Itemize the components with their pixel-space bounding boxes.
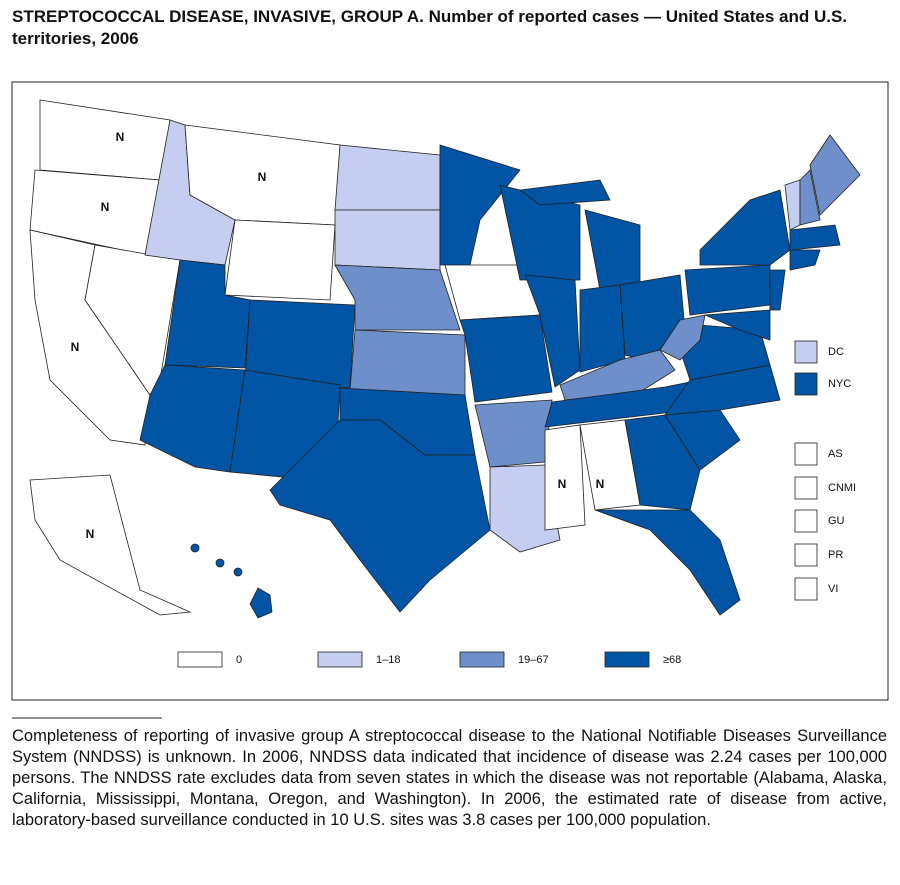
state — [784, 179, 801, 231]
territory-box — [794, 340, 818, 364]
legend-label: 19–67 — [518, 654, 549, 666]
not-reportable-labels: N N N N N N N — [71, 130, 605, 541]
legend-swatch — [459, 651, 505, 668]
n-label: N — [116, 130, 125, 144]
states — [29, 99, 861, 619]
state — [334, 144, 441, 211]
map-frame — [11, 81, 889, 701]
title: STREPTOCOCCAL DISEASE, INVASIVE, GROUP A… — [12, 7, 848, 48]
state — [489, 464, 561, 553]
territory-label: AS — [828, 448, 843, 460]
n-label: N — [71, 340, 80, 354]
state — [799, 169, 821, 226]
state — [518, 179, 611, 206]
n-label: N — [101, 200, 110, 214]
legend-swatch — [317, 651, 363, 668]
state — [579, 284, 626, 373]
n-label: N — [596, 477, 605, 491]
legend-label: ≥68 — [663, 654, 681, 666]
legend-swatch — [177, 651, 223, 668]
state — [269, 419, 491, 613]
territory-label: DC — [828, 346, 844, 358]
territory-label: CNMI — [828, 482, 856, 494]
state — [659, 314, 706, 361]
territory-label: VI — [828, 583, 838, 595]
state — [684, 264, 771, 316]
state — [29, 474, 192, 616]
state — [39, 99, 171, 181]
state — [459, 314, 553, 403]
state — [594, 509, 741, 616]
territory-legend: DC NYC AS CNMI GU PR VI — [794, 340, 856, 601]
state — [789, 249, 821, 271]
state — [334, 209, 441, 271]
state — [233, 567, 243, 577]
state — [544, 424, 586, 531]
state — [439, 144, 521, 266]
legend: 0 1–18 19–67 ≥68 — [177, 651, 681, 668]
state — [769, 269, 786, 311]
territory-box — [794, 577, 818, 601]
state — [334, 264, 461, 331]
map: N N N N N N N DC NYC AS CNMI GU PR VI 0 1–18 19–67 ≥68 — [11, 81, 889, 719]
n-label: N — [558, 477, 567, 491]
state — [249, 587, 273, 619]
legend-swatch — [604, 651, 650, 668]
legend-label: 0 — [236, 654, 242, 666]
state — [809, 134, 861, 216]
state — [524, 274, 581, 388]
territory-box — [794, 476, 818, 500]
territory-box — [794, 509, 818, 533]
state — [624, 414, 701, 511]
n-label: N — [258, 170, 267, 184]
state — [474, 399, 553, 468]
footnote: Completeness of reporting of invasive gr… — [12, 727, 887, 829]
state — [224, 219, 336, 301]
state — [584, 209, 641, 291]
state — [699, 189, 791, 266]
state — [349, 329, 466, 396]
legend-label: 1–18 — [376, 654, 400, 666]
state — [215, 558, 225, 568]
n-label: N — [86, 527, 95, 541]
territory-label: PR — [828, 549, 843, 561]
state — [789, 224, 841, 251]
state — [704, 309, 771, 341]
territory-box — [794, 372, 818, 396]
territory-box — [794, 543, 818, 567]
territory-box — [794, 442, 818, 466]
territory-label: GU — [828, 515, 845, 527]
territory-label: NYC — [828, 378, 851, 390]
state — [190, 543, 200, 553]
